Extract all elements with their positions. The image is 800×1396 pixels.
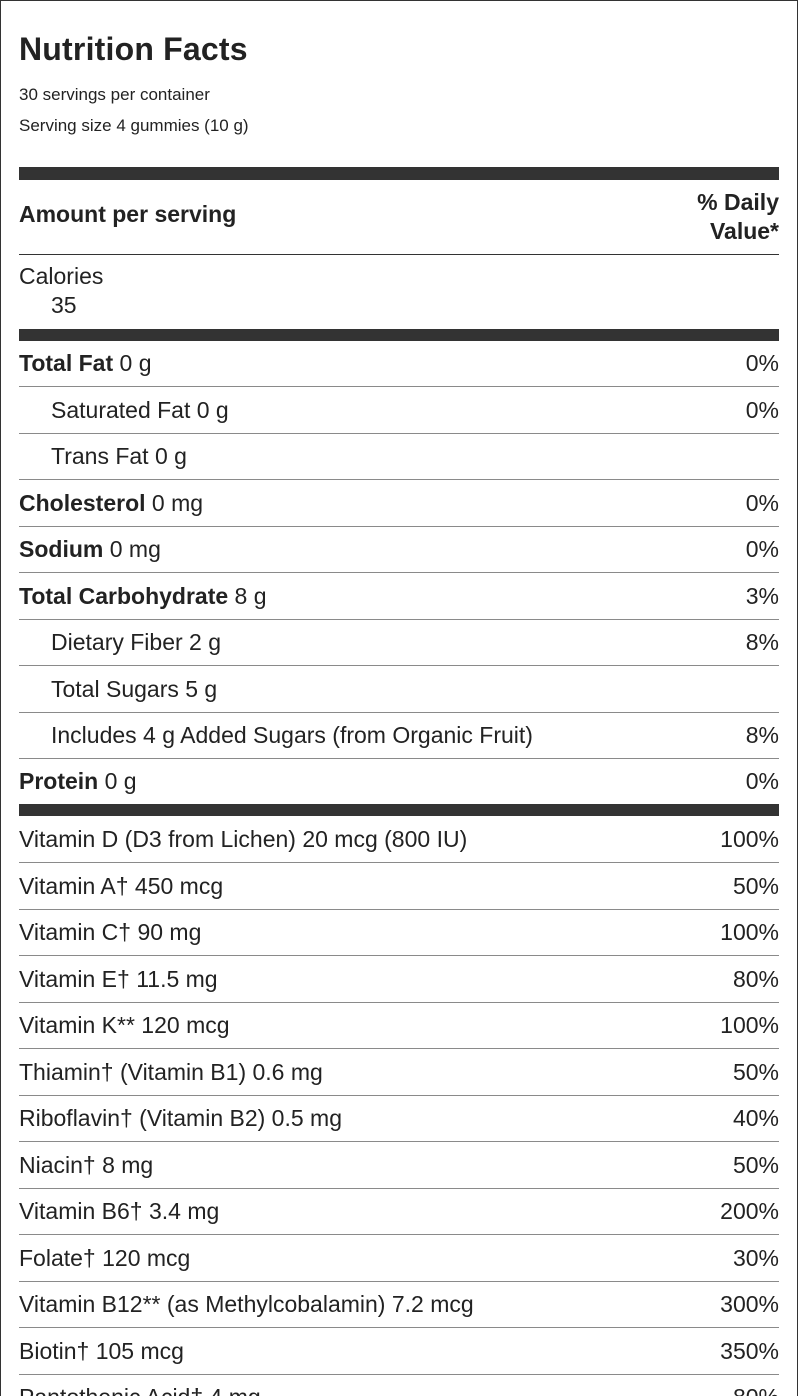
vitamin-dv: 50% <box>732 1059 779 1085</box>
nutrient-row-protein: Protein 0 g 0% <box>19 759 779 805</box>
vitamin-row-vitamin-b12: Vitamin B12** (as Methylcobalamin) 7.2 m… <box>19 1282 779 1328</box>
vitamin-dv: 200% <box>720 1198 779 1224</box>
nutrient-dv: 0% <box>745 536 779 562</box>
nutrient-dv: 8% <box>745 629 779 655</box>
vitamin-row-vitamin-k: Vitamin K** 120 mcg 100% <box>19 1003 779 1049</box>
nutrient-row-saturated-fat: Saturated Fat 0 g 0% <box>19 388 779 434</box>
vitamin-dv: 350% <box>720 1338 779 1364</box>
nutrient-row-added-sugars: Includes 4 g Added Sugars (from Organic … <box>19 713 779 759</box>
vitamin-name: Biotin† 105 mcg <box>19 1338 184 1364</box>
daily-value-header-line2: Value* <box>709 218 779 244</box>
vitamin-name: Vitamin B6† 3.4 mg <box>19 1198 220 1224</box>
nutrient-row-cholesterol: Cholesterol 0 mg 0% <box>19 481 779 527</box>
vitamin-row-folate: Folate† 120 mcg 30% <box>19 1236 779 1282</box>
vitamin-name: Vitamin B12** (as Methylcobalamin) 7.2 m… <box>19 1291 474 1317</box>
nutrient-name: Protein 0 g <box>19 768 137 794</box>
nutrient-row-total-carbohydrate: Total Carbohydrate 8 g 3% <box>19 574 779 620</box>
vitamin-row-vitamin-b6: Vitamin B6† 3.4 mg 200% <box>19 1189 779 1235</box>
nutrient-dv: 0% <box>745 490 779 516</box>
vitamin-row-vitamin-d: Vitamin D (D3 from Lichen) 20 mcg (800 I… <box>19 817 779 863</box>
vitamin-name: Vitamin A† 450 mcg <box>19 873 224 899</box>
daily-value-header-line1: % Daily <box>697 189 779 215</box>
vitamin-row-vitamin-c: Vitamin C† 90 mg 100% <box>19 910 779 956</box>
vitamin-name: Thiamin† (Vitamin B1) 0.6 mg <box>19 1059 323 1085</box>
nutrient-name: Includes 4 g Added Sugars (from Organic … <box>51 722 533 748</box>
nutrient-name: Dietary Fiber 2 g <box>51 629 222 655</box>
vitamin-dv: 50% <box>732 1152 779 1178</box>
vitamin-row-pantothenic-acid: Pantothenic Acid† 4 mg 80% <box>19 1375 779 1396</box>
nutrient-row-sodium: Sodium 0 mg 0% <box>19 527 779 573</box>
vitamin-dv: 100% <box>720 919 779 945</box>
nutrient-dv: 3% <box>745 583 779 609</box>
serving-size: Serving size 4 gummies (10 g) <box>19 116 249 135</box>
nutrient-name: Cholesterol 0 mg <box>19 490 204 516</box>
nutrient-row-total-sugars: Total Sugars 5 g <box>19 667 779 713</box>
nutrient-name: Saturated Fat 0 g <box>51 397 229 423</box>
medium-divider-vitamins <box>19 804 779 816</box>
nutrient-row-trans-fat: Trans Fat 0 g <box>19 434 779 480</box>
nutrient-name: Total Carbohydrate 8 g <box>19 583 267 609</box>
thick-divider <box>19 167 779 180</box>
label-title: Nutrition Facts <box>19 31 248 67</box>
vitamin-dv: 100% <box>720 826 779 852</box>
calories-label: Calories <box>19 263 104 289</box>
vitamin-name: Vitamin K** 120 mcg <box>19 1012 230 1038</box>
vitamin-name: Vitamin D (D3 from Lichen) 20 mcg (800 I… <box>19 826 468 852</box>
vitamin-name: Riboflavin† (Vitamin B2) 0.5 mg <box>19 1105 342 1131</box>
calories-value: 35 <box>51 292 77 318</box>
header-divider <box>19 254 779 255</box>
vitamin-row-vitamin-e: Vitamin E† 11.5 mg 80% <box>19 957 779 1003</box>
vitamin-row-riboflavin: Riboflavin† (Vitamin B2) 0.5 mg 40% <box>19 1096 779 1142</box>
nutrient-name: Total Fat 0 g <box>19 350 152 376</box>
vitamin-dv: 80% <box>732 966 779 992</box>
nutrient-row-total-fat: Total Fat 0 g 0% <box>19 341 779 387</box>
vitamin-row-niacin: Niacin† 8 mg 50% <box>19 1143 779 1189</box>
vitamin-dv: 300% <box>720 1291 779 1317</box>
vitamin-dv: 30% <box>732 1245 779 1271</box>
vitamin-name: Niacin† 8 mg <box>19 1152 154 1178</box>
servings-per-container: 30 servings per container <box>19 85 210 104</box>
vitamin-row-vitamin-a: Vitamin A† 450 mcg 50% <box>19 864 779 910</box>
amount-per-serving-header: Amount per serving <box>19 201 237 227</box>
nutrient-dv: 8% <box>745 722 779 748</box>
nutrient-dv: 0% <box>745 397 779 423</box>
vitamin-name: Pantothenic Acid† 4 mg <box>19 1384 261 1396</box>
nutrient-name: Sodium 0 mg <box>19 536 161 562</box>
nutrient-dv: 0% <box>745 768 779 794</box>
daily-value-header: % Daily Value* <box>697 188 779 246</box>
nutrient-name: Total Sugars 5 g <box>51 676 218 702</box>
nutrient-name: Trans Fat 0 g <box>51 443 187 469</box>
vitamin-row-biotin: Biotin† 105 mcg 350% <box>19 1329 779 1375</box>
vitamin-dv: 80% <box>733 1384 779 1396</box>
nutrient-row-dietary-fiber: Dietary Fiber 2 g 8% <box>19 620 779 666</box>
vitamin-name: Vitamin C† 90 mg <box>19 919 202 945</box>
vitamin-dv: 50% <box>732 873 779 899</box>
vitamin-name: Folate† 120 mcg <box>19 1245 191 1271</box>
medium-divider-top <box>19 329 779 341</box>
nutrient-dv: 0% <box>745 350 779 376</box>
vitamin-row-thiamin: Thiamin† (Vitamin B1) 0.6 mg 50% <box>19 1050 779 1096</box>
vitamin-dv: 100% <box>720 1012 779 1038</box>
vitamin-dv: 40% <box>732 1105 779 1131</box>
vitamin-name: Vitamin E† 11.5 mg <box>19 966 218 992</box>
